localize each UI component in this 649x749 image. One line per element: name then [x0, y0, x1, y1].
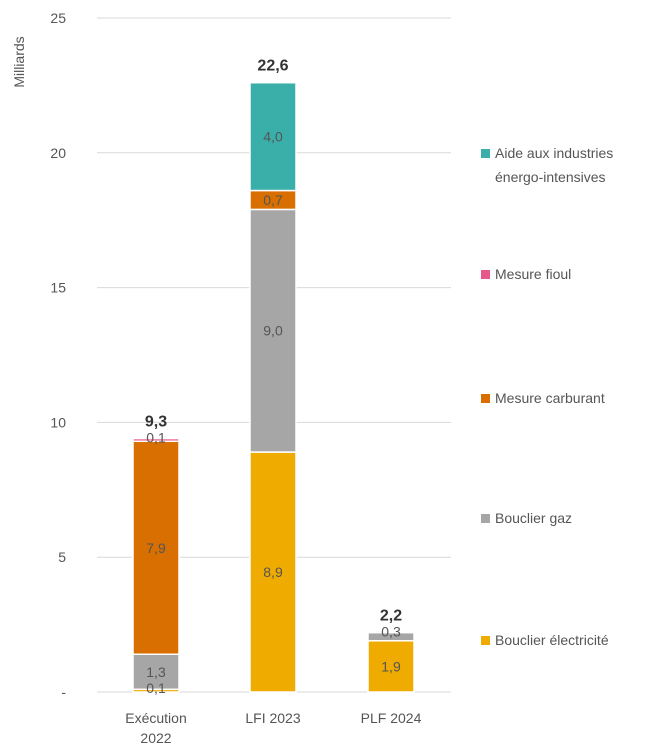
bar-segment [132, 440, 180, 656]
segment-value-label: 4,0 [263, 129, 283, 145]
bar-segment [367, 631, 415, 642]
x-category-label: LFI 2023 [245, 710, 300, 726]
y-tick-label: - [61, 684, 66, 700]
legend-label: Mesure carburant [495, 390, 605, 406]
legend: Aide aux industries énergo-intensives Mesu… [481, 145, 613, 648]
bars [132, 81, 415, 693]
x-axis-categories: Exécution 2022 LFI 2023 PLF 2024 [125, 710, 421, 746]
y-axis-title: Milliards [11, 36, 27, 87]
legend-label: Mesure fioul [495, 266, 571, 282]
y-tick-label: 15 [50, 280, 66, 296]
legend-swatch [481, 514, 490, 523]
segment-value-label: 0,3 [381, 624, 401, 640]
x-category-label: Exécution [125, 710, 186, 726]
total-value-label: 22,6 [257, 58, 288, 75]
legend-swatch [481, 270, 490, 279]
legend-label: Aide aux industries [495, 145, 613, 161]
y-axis-ticks: - 5 10 15 20 25 [50, 10, 66, 700]
total-value-label: 9,3 [145, 414, 167, 431]
bar-labels: 0,11,37,90,19,38,99,00,74,022,61,90,32,2 [145, 58, 402, 696]
legend-swatch [481, 636, 490, 645]
segment-value-label: 1,3 [146, 664, 166, 680]
total-value-label: 2,2 [380, 608, 402, 625]
bar-segment [249, 81, 297, 192]
segment-value-label: 0,7 [263, 192, 283, 208]
x-category-label: PLF 2024 [361, 710, 422, 726]
segment-value-label: 9,0 [263, 323, 283, 339]
legend-label: Bouclier électricité [495, 632, 609, 648]
segment-value-label: 1,9 [381, 658, 401, 674]
legend-label: Bouclier gaz [495, 510, 572, 526]
y-tick-label: 20 [50, 145, 66, 161]
segment-value-label: 8,9 [263, 564, 283, 580]
y-tick-label: 25 [50, 10, 66, 26]
legend-label: énergo-intensives [495, 169, 606, 185]
legend-swatch [481, 149, 490, 158]
legend-swatch [481, 394, 490, 403]
segment-value-label: 0,1 [146, 430, 166, 446]
segment-value-label: 7,9 [146, 540, 166, 556]
y-tick-label: 5 [58, 549, 66, 565]
segment-value-label: 0,1 [146, 680, 166, 696]
y-tick-label: 10 [50, 414, 66, 430]
bar-segment [132, 437, 180, 443]
x-category-label: 2022 [140, 730, 171, 746]
bar-segment [132, 653, 180, 691]
